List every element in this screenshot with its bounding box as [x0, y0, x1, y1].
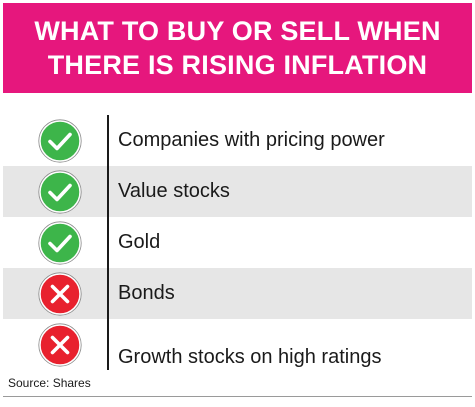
- check-circle-icon: [38, 169, 82, 214]
- title-banner: WHAT TO BUY OR SELL WHEN THERE IS RISING…: [3, 3, 472, 93]
- buy-sell-table: Companies with pricing power Value stock…: [3, 115, 472, 370]
- title-line-2: THERE IS RISING INFLATION: [47, 50, 428, 80]
- cross-circle-icon: [38, 322, 82, 367]
- table-row: Companies with pricing power: [3, 115, 472, 166]
- source-note: Source: Shares: [8, 376, 91, 390]
- row-label: Bonds: [118, 282, 175, 304]
- table-row: Gold: [3, 217, 472, 268]
- row-label: Growth stocks on high ratings: [118, 346, 382, 368]
- row-label: Value stocks: [118, 180, 230, 202]
- check-circle-icon: [38, 220, 82, 265]
- cross-circle-icon: [38, 271, 82, 316]
- title-line-1: WHAT TO BUY OR SELL WHEN: [34, 16, 441, 46]
- table-row: Bonds: [3, 268, 472, 319]
- table-row: Value stocks: [3, 166, 472, 217]
- row-label: Gold: [118, 231, 161, 253]
- column-divider: [107, 115, 109, 370]
- table-row: Growth stocks on high ratings: [3, 319, 472, 370]
- bottom-rule: [3, 396, 472, 397]
- row-label: Companies with pricing power: [118, 129, 385, 151]
- check-circle-icon: [38, 118, 82, 163]
